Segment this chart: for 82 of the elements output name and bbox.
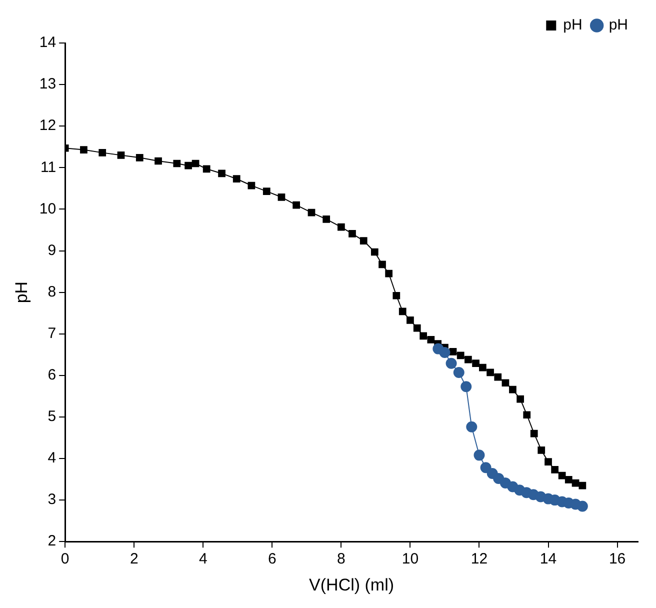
point	[80, 146, 88, 154]
y-tick-label: 7	[48, 324, 56, 342]
x-tick-label: 10	[402, 550, 419, 568]
point	[474, 450, 485, 461]
x-tick-label: 0	[60, 550, 70, 568]
point	[378, 260, 386, 268]
legend-label: pH	[608, 16, 628, 34]
point	[136, 154, 144, 162]
point	[544, 458, 552, 466]
x-tick-label: 16	[608, 550, 626, 568]
point	[449, 348, 457, 356]
y-tick-label: 13	[39, 76, 56, 93]
y-tick-label: 6	[48, 366, 56, 384]
point	[117, 152, 125, 159]
point	[558, 472, 566, 480]
point	[392, 292, 400, 300]
point	[460, 381, 472, 392]
point	[154, 157, 162, 165]
x-axis-title: V(HCl) (ml)	[309, 575, 394, 594]
point	[173, 160, 181, 168]
point	[456, 352, 464, 360]
y-tick-label: 5	[48, 408, 56, 426]
point	[466, 421, 478, 432]
point	[406, 316, 414, 324]
y-tick-label: 3	[48, 491, 56, 508]
x-tick-label: 4	[198, 550, 208, 568]
y-tick-label: 12	[39, 117, 56, 134]
point	[446, 358, 457, 369]
point	[322, 215, 330, 223]
y-tick-label: 14	[39, 34, 56, 52]
point	[578, 482, 586, 490]
point	[360, 237, 368, 244]
x-tick-label: 14	[540, 550, 557, 568]
point	[502, 379, 510, 387]
point	[576, 500, 588, 512]
point	[98, 149, 106, 156]
point	[494, 373, 502, 381]
x-tick-label: 2	[130, 550, 138, 568]
point	[248, 182, 256, 190]
point	[184, 162, 192, 170]
point	[338, 223, 345, 231]
point	[202, 165, 210, 173]
point	[192, 160, 200, 168]
point	[530, 430, 538, 438]
point	[420, 332, 428, 340]
point	[538, 446, 546, 454]
point	[292, 201, 300, 209]
point	[385, 270, 392, 278]
point	[453, 366, 464, 378]
point	[370, 248, 378, 256]
y-tick-label: 2	[48, 532, 56, 550]
x-tick-label: 12	[470, 550, 488, 568]
point	[472, 360, 480, 368]
point	[427, 336, 435, 344]
point	[262, 188, 270, 196]
point	[308, 208, 316, 216]
point	[479, 364, 486, 372]
point	[278, 193, 286, 201]
point	[516, 395, 524, 403]
y-tick-label: 11	[40, 158, 56, 176]
y-tick-label: 4	[48, 450, 56, 467]
point	[572, 479, 580, 487]
point	[413, 324, 421, 332]
point	[551, 466, 559, 474]
point	[348, 230, 356, 238]
x-tick-label: 6	[268, 550, 276, 568]
point	[439, 347, 450, 358]
point	[486, 368, 494, 376]
point	[523, 411, 531, 419]
y-tick-label: 9	[48, 242, 56, 259]
y-axis-title: pH	[12, 281, 31, 304]
point	[480, 462, 492, 474]
point	[232, 175, 240, 183]
y-tick-label: 10	[39, 200, 56, 218]
point	[464, 356, 472, 364]
point	[509, 386, 516, 394]
point	[218, 170, 226, 178]
point	[564, 476, 572, 484]
y-tick-label: 8	[48, 283, 56, 300]
legend-label: pH	[563, 16, 582, 34]
x-tick-label: 8	[337, 550, 346, 568]
point	[398, 308, 406, 316]
